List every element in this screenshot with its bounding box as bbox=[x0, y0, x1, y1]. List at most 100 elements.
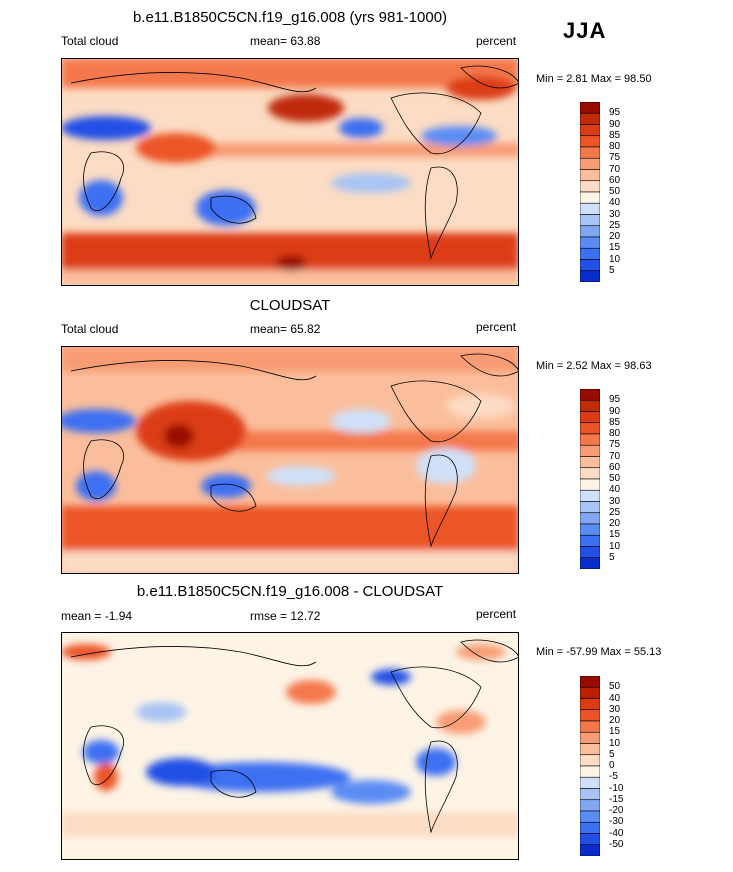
map-diff bbox=[61, 632, 519, 860]
colorbar-swatch bbox=[579, 191, 601, 204]
colorbar-tick-label: 50 bbox=[609, 681, 621, 693]
colorbar-swatch bbox=[579, 821, 601, 834]
colorbar-swatch bbox=[579, 686, 601, 699]
colorbar-tick-label: 15 bbox=[609, 529, 621, 541]
mean-label: mean = -1.94 bbox=[61, 609, 133, 623]
colorbar-tick-label: -40 bbox=[609, 827, 624, 839]
map-obs bbox=[61, 346, 519, 574]
colorbar-tick-label: 5 bbox=[609, 551, 615, 563]
colorbar-diff bbox=[579, 675, 601, 857]
colorbar-tick-label: 50 bbox=[609, 473, 621, 484]
colorbar-tick-label: 30 bbox=[609, 495, 621, 507]
colorbar-swatch bbox=[579, 433, 601, 446]
minmax-label: Min = 2.81 Max = 98.50 bbox=[536, 73, 652, 85]
colorbar-tick-label: -30 bbox=[609, 816, 624, 828]
colorbar-swatch bbox=[579, 833, 601, 846]
colorbar-swatch bbox=[579, 270, 601, 283]
colorbar-tick-label: -5 bbox=[609, 771, 618, 783]
colorbar-swatch bbox=[579, 709, 601, 722]
colorbar-swatch bbox=[579, 456, 601, 469]
colorbar-tick-label: 10 bbox=[609, 540, 621, 552]
colorbar-tick-label: 10 bbox=[609, 253, 621, 265]
colorbar-swatch bbox=[579, 169, 601, 182]
colorbar-swatch bbox=[579, 444, 601, 457]
colorbar-tick-label: 95 bbox=[609, 394, 621, 406]
mean-label: mean= 65.82 bbox=[250, 322, 321, 336]
colorbar-swatch bbox=[579, 112, 601, 125]
colorbar-swatch bbox=[579, 101, 601, 114]
colorbar-tick-label: 20 bbox=[609, 715, 621, 726]
colorbar-swatch bbox=[579, 844, 601, 857]
colorbar-swatch bbox=[579, 157, 601, 170]
colorbar-swatch bbox=[579, 557, 601, 570]
colorbar-tick-label: 80 bbox=[609, 428, 621, 439]
colorbar-swatch bbox=[579, 236, 601, 249]
colorbar-tick-label: 95 bbox=[609, 107, 621, 119]
colorbar-tick-label: -20 bbox=[609, 805, 624, 816]
colorbar-tick-label: 85 bbox=[609, 129, 621, 141]
colorbar-tick-label: 30 bbox=[609, 703, 621, 715]
colorbar-swatch bbox=[579, 247, 601, 260]
colorbar-swatches bbox=[579, 675, 601, 857]
colorbar-swatch bbox=[579, 546, 601, 559]
colorbar-tick-label: 60 bbox=[609, 174, 621, 186]
colorbar-tick-label: 75 bbox=[609, 152, 621, 164]
colorbar-swatch bbox=[579, 501, 601, 514]
season-label: JJA bbox=[563, 18, 607, 43]
colorbar-tick-label: 10 bbox=[609, 737, 621, 749]
colorbar-tick-label: 40 bbox=[609, 692, 621, 704]
colorbar-swatch bbox=[579, 720, 601, 733]
colorbar-swatches bbox=[579, 388, 601, 570]
colorbar-tick-label: 70 bbox=[609, 450, 621, 462]
colorbar-swatch bbox=[579, 731, 601, 744]
mean-label: mean= 63.88 bbox=[250, 34, 321, 48]
colorbar-tick-label: 80 bbox=[609, 141, 621, 152]
colorbar-tick-label: -10 bbox=[609, 782, 624, 794]
panel-title: b.e11.B1850C5CN.f19_g16.008 - CLOUDSAT bbox=[136, 583, 444, 600]
minmax-label: Min = 2.52 Max = 98.63 bbox=[536, 360, 652, 372]
colorbar-swatches bbox=[579, 101, 601, 283]
colorbar-swatch bbox=[579, 467, 601, 480]
colorbar-swatch bbox=[579, 135, 601, 148]
colorbar-swatch bbox=[579, 146, 601, 159]
colorbar-swatch bbox=[579, 810, 601, 823]
panel-title: b.e11.B1850C5CN.f19_g16.008 (yrs 981-100… bbox=[132, 9, 448, 26]
colorbar-swatch bbox=[579, 180, 601, 193]
variable-label: Total cloud bbox=[61, 322, 119, 336]
colorbar-tick-label: 60 bbox=[609, 461, 621, 473]
colorbar-swatch bbox=[579, 399, 601, 412]
colorbar-tick-label: 25 bbox=[609, 506, 621, 518]
rmse-label: rmse = 12.72 bbox=[250, 609, 321, 623]
colorbar-swatch bbox=[579, 698, 601, 711]
colorbar-swatch bbox=[579, 743, 601, 756]
units-label: percent bbox=[476, 607, 517, 621]
colorbar-tick-label: 25 bbox=[609, 219, 621, 231]
colorbar-swatch bbox=[579, 388, 601, 401]
colorbar-swatch bbox=[579, 225, 601, 238]
colorbar-tick-label: 0 bbox=[609, 760, 615, 771]
colorbar-tick-label: 15 bbox=[609, 242, 621, 254]
colorbar-tick-label: 75 bbox=[609, 439, 621, 451]
colorbar-swatch bbox=[579, 675, 601, 688]
colorbar-swatch bbox=[579, 202, 601, 215]
colorbar-tick-label: 5 bbox=[609, 748, 615, 760]
colorbar-tick-label: 50 bbox=[609, 186, 621, 197]
colorbar-tick-label: 90 bbox=[609, 405, 621, 417]
colorbar-tick-label: 20 bbox=[609, 231, 621, 242]
minmax-label: Min = -57.99 Max = 55.13 bbox=[536, 646, 662, 658]
colorbar-swatch bbox=[579, 259, 601, 272]
colorbar-swatch bbox=[579, 788, 601, 801]
colorbar-swatch bbox=[579, 523, 601, 536]
map-model bbox=[61, 58, 519, 286]
colorbar-swatch bbox=[579, 489, 601, 502]
colorbar-model bbox=[579, 101, 601, 283]
colorbar-swatch bbox=[579, 799, 601, 812]
colorbar-swatch bbox=[579, 776, 601, 789]
variable-label: Total cloud bbox=[61, 34, 119, 48]
colorbar-swatch bbox=[579, 512, 601, 525]
colorbar-swatch bbox=[579, 478, 601, 491]
colorbar-tick-label: 85 bbox=[609, 416, 621, 428]
colorbar-tick-label: 20 bbox=[609, 518, 621, 529]
colorbar-tick-label: 5 bbox=[609, 264, 615, 276]
colorbar-obs bbox=[579, 388, 601, 570]
